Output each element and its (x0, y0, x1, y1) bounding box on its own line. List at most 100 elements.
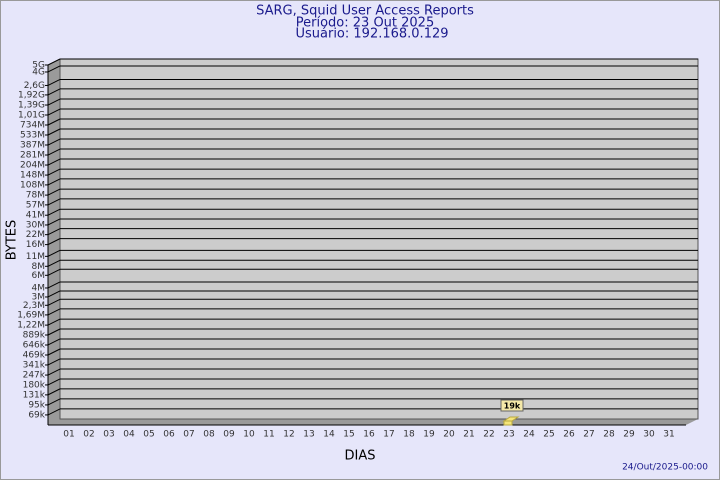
grid-line (47, 188, 61, 196)
grid-line (47, 290, 61, 298)
grid-line (47, 168, 61, 176)
grid-line (47, 298, 61, 306)
grid-line (47, 118, 61, 126)
x-tick-label: 28 (603, 430, 615, 440)
grid-line (47, 259, 61, 267)
grid-line (47, 318, 61, 326)
bar-top (502, 416, 520, 422)
grid-line (47, 198, 61, 206)
grid-line (47, 398, 61, 406)
y-tick-label: 889k (23, 331, 46, 341)
y-tick-label: 30M (26, 220, 45, 230)
x-tick-label: 12 (283, 430, 294, 440)
x-tick-label: 24 (523, 430, 535, 440)
x-tick-label: 21 (463, 430, 474, 440)
y-tick-label: 247k (23, 371, 46, 381)
x-tick-label: 13 (303, 430, 314, 440)
x-tick-label: 16 (363, 430, 375, 440)
x-tick-label: 04 (123, 430, 135, 440)
x-tick-label: 09 (223, 430, 235, 440)
x-tick-label: 03 (103, 430, 114, 440)
y-tick-label: 2,3M (23, 301, 45, 311)
x-tick-label: 05 (143, 430, 154, 440)
y-tick-label: 1,39G (18, 101, 45, 111)
value-label-box (500, 399, 524, 412)
y-tick-label: 341k (23, 360, 46, 370)
y-tick-label: 533M (20, 131, 45, 141)
x-tick-label: 14 (323, 430, 335, 440)
grid-line (47, 249, 61, 257)
grid-line (47, 65, 61, 73)
y-tick-label: 5G (32, 61, 45, 71)
y-tick-label: 387M (20, 141, 45, 151)
grid-line (47, 358, 61, 366)
x-tick-label: 17 (383, 430, 394, 440)
chart-subtitle: Usuário: 192.168.0.129 (295, 27, 448, 42)
y-tick-label: 204M (20, 161, 45, 171)
y-tick-label: 6M (32, 271, 46, 281)
y-tick-label: 2,6G (24, 81, 45, 91)
grid-line (47, 178, 61, 186)
grid-line (47, 98, 61, 106)
y-tick-label: 734M (20, 120, 45, 130)
y-tick-label: 1,92G (18, 90, 45, 100)
x-tick-label: 23 (503, 430, 514, 440)
y-tick-label: 180k (23, 380, 46, 390)
x-tick-label: 06 (163, 430, 175, 440)
grid-line (47, 388, 61, 396)
x-tick-label: 15 (343, 430, 354, 440)
grid-line (47, 128, 61, 136)
y-tick-label: 8M (32, 262, 46, 272)
grid-line (47, 138, 61, 146)
y-tick-label: 11M (26, 252, 45, 262)
bar (503, 420, 513, 426)
y-tick-label: 108M (20, 180, 45, 190)
x-tick-label: 20 (443, 430, 455, 440)
y-tick-label: 1,69M (17, 310, 45, 320)
y-tick-label: 4G (32, 67, 45, 77)
y-tick-label: 4M (32, 283, 46, 293)
y-tick-label: 57M (26, 200, 45, 210)
y-tick-label: 131k (23, 390, 46, 400)
grid-line (47, 268, 61, 276)
grid-line (47, 208, 61, 216)
y-tick-label: 1,22M (17, 321, 45, 331)
x-tick-label: 01 (63, 430, 74, 440)
grid-line (47, 281, 61, 289)
x-tick-label: 07 (183, 430, 194, 440)
y-tick-label: 1,01G (18, 111, 45, 121)
footer: 24/Out/2025-00:00 (622, 463, 708, 473)
x-tick-label: 30 (643, 430, 655, 440)
x-tick-label: 31 (663, 430, 674, 440)
y-tick-label: 281M (20, 151, 45, 161)
grid-line (47, 238, 61, 246)
y-tick-label: 469k (23, 351, 46, 361)
y-tick-label: 22M (26, 230, 45, 240)
y-axis-label: BYTES (5, 220, 20, 261)
grid-line (47, 328, 61, 336)
grid-line (47, 79, 61, 86)
x-tick-label: 29 (623, 430, 635, 440)
x-tick-label: 11 (263, 430, 274, 440)
value-label: 19k (504, 402, 521, 411)
grid-line (47, 148, 61, 156)
x-tick-label: 26 (563, 430, 575, 440)
grid-line (47, 308, 61, 316)
x-tick-label: 25 (543, 430, 554, 440)
chart-subtitle: Período: 23 Out 2025 (296, 16, 434, 31)
y-tick-label: 41M (26, 211, 45, 221)
grid-line (47, 348, 61, 356)
x-tick-label: 02 (83, 430, 94, 440)
grid-line (47, 228, 61, 236)
x-tick-label: 19 (423, 430, 435, 440)
grid-line (47, 88, 61, 96)
x-tick-label: 22 (483, 430, 494, 440)
grid-line (47, 368, 61, 376)
grid-line (47, 378, 61, 386)
x-tick-label: 27 (583, 430, 594, 440)
grid-line (47, 158, 61, 166)
y-tick-label: 95k (28, 400, 45, 410)
y-tick-label: 646k (23, 340, 46, 350)
y-tick-label: 78M (26, 191, 45, 201)
